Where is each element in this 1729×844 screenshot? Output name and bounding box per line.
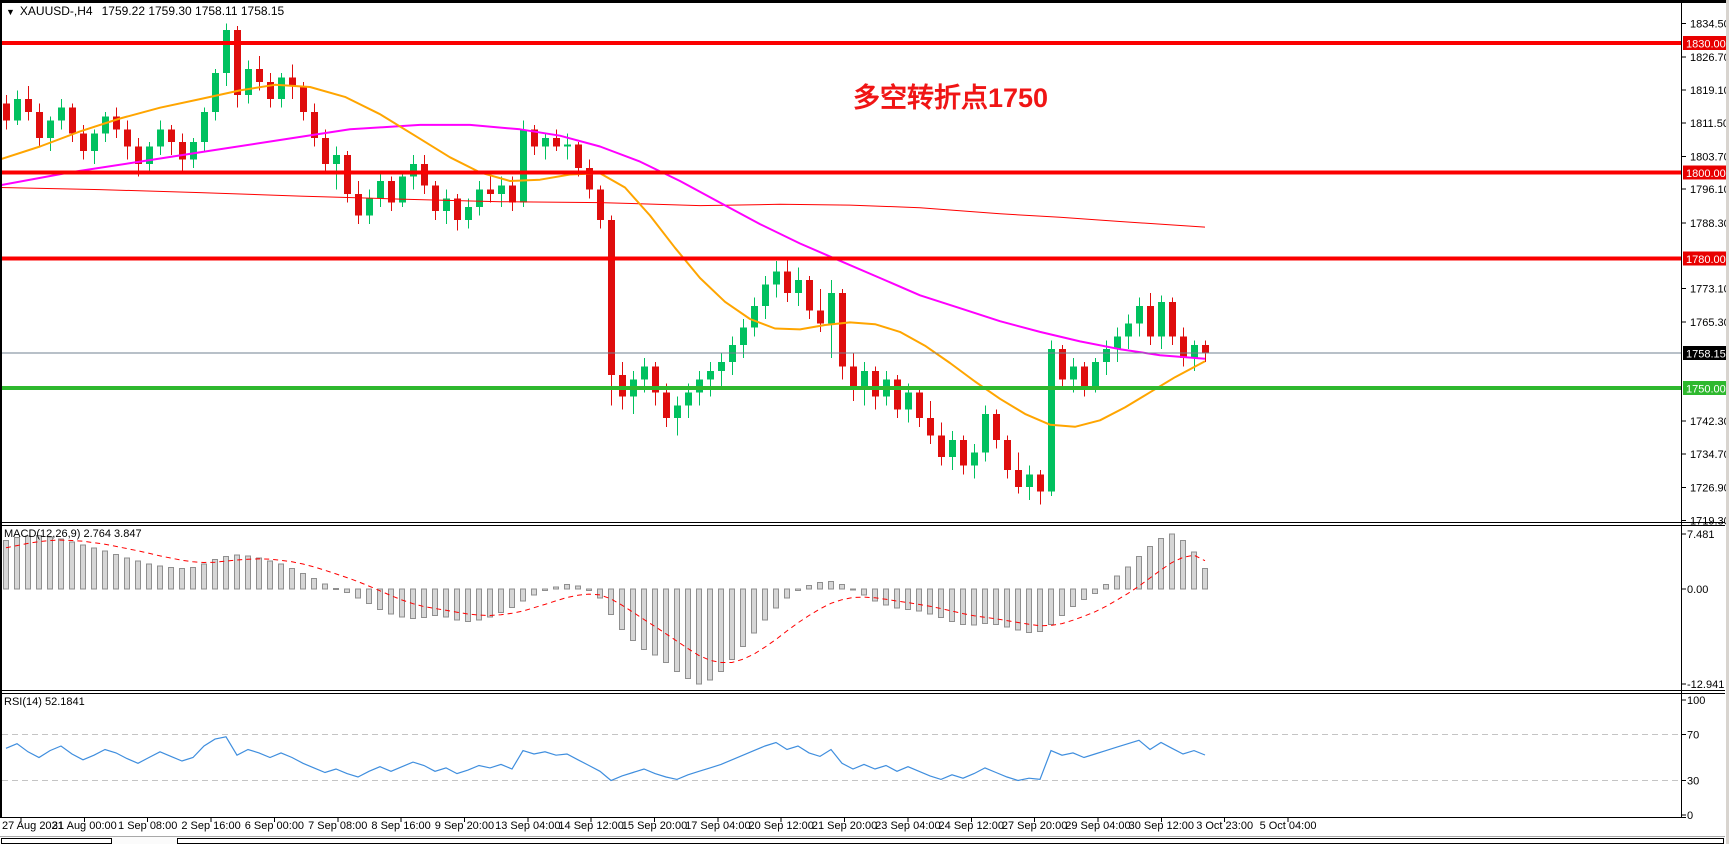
svg-text:1758.15: 1758.15 (1686, 348, 1726, 360)
candles (3, 23, 1209, 505)
svg-text:1811.50: 1811.50 (1690, 118, 1729, 130)
ma-orange-line (0, 83, 1206, 428)
svg-text:0: 0 (1687, 810, 1693, 822)
svg-text:1788.30: 1788.30 (1690, 218, 1729, 230)
svg-text:30: 30 (1687, 776, 1699, 788)
time-label: 2 Sep 16:00 (181, 820, 241, 832)
svg-text:-12.941: -12.941 (1687, 679, 1724, 691)
time-label: 17 Sep 04:00 (685, 820, 751, 832)
macd-indicator-label: MACD(12,26,9) 2.764 3.847 (4, 528, 142, 540)
time-label: 9 Sep 20:00 (434, 820, 495, 832)
horizontal-scrollbar[interactable] (0, 836, 1725, 844)
svg-text:1834.50: 1834.50 (1690, 19, 1729, 31)
ma-red-line (0, 187, 1206, 228)
svg-text:1780.00: 1780.00 (1686, 254, 1726, 266)
price-axis-ticks: 1834.50 1826.70 1819.10 1811.50 1803.70 1796.… (1681, 19, 1729, 527)
time-label: 21 Sep 20:00 (811, 820, 878, 832)
rsi-level-lines (2, 734, 1681, 781)
price-label-1758.15: 1758.15 (1683, 345, 1728, 360)
price-label-1750.00: 1750.00 (1683, 381, 1728, 396)
time-label: 6 Sep 00:00 (244, 820, 305, 832)
window-right-edge (1726, 0, 1729, 844)
price-label-1800.00: 1800.00 (1683, 165, 1728, 180)
price-label-1830.00: 1830.00 (1683, 36, 1728, 51)
rsi-line (5, 736, 1206, 782)
rsi-indicator-label: RSI(14) 52.1841 (4, 696, 85, 708)
scrollbar-left-segment[interactable] (1, 838, 112, 844)
svg-text:7.481: 7.481 (1687, 529, 1715, 541)
time-label: 13 Sep 04:00 (495, 820, 561, 832)
time-label: 1 Sep 08:00 (118, 820, 178, 832)
macd-signal-line (5, 539, 1206, 663)
time-label: 23 Sep 04:00 (875, 820, 941, 832)
time-label: 27 Aug 2021 (2, 820, 64, 832)
symbol-dropdown-arrow-icon[interactable]: ▼ (6, 7, 15, 17)
svg-text:70: 70 (1687, 730, 1699, 742)
time-label: 7 Sep 08:00 (308, 820, 368, 832)
macd-histogram (3, 533, 1208, 685)
price-label-1780.00: 1780.00 (1683, 251, 1728, 266)
time-label: 24 Sep 12:00 (938, 820, 1004, 832)
time-label: 3 Oct 23:00 (1196, 820, 1254, 832)
svg-text:100: 100 (1687, 695, 1705, 707)
time-axis-ticks (20, 818, 1289, 822)
ohlc-quote: 1759.22 1759.30 1758.11 1758.15 (101, 4, 285, 18)
symbol-timeframe-title: XAUUSD-,H4 (19, 4, 93, 18)
time-label: 27 Sep 20:00 (1001, 820, 1068, 832)
svg-text:1819.10: 1819.10 (1690, 85, 1729, 97)
chart-frame (0, 0, 1729, 818)
svg-text:1830.00: 1830.00 (1686, 39, 1726, 51)
svg-text:1742.30: 1742.30 (1690, 416, 1729, 428)
svg-text:1803.70: 1803.70 (1690, 151, 1729, 163)
svg-text:1726.90: 1726.90 (1690, 483, 1729, 495)
svg-text:0.00: 0.00 (1687, 584, 1708, 596)
time-label: 29 Sep 04:00 (1065, 820, 1131, 832)
svg-text:1800.00: 1800.00 (1686, 168, 1726, 180)
svg-text:1765.30: 1765.30 (1690, 317, 1729, 329)
time-label: 8 Sep 16:00 (371, 820, 431, 832)
time-label: 5 Oct 04:00 (1259, 820, 1317, 832)
svg-text:1750.00: 1750.00 (1686, 384, 1726, 396)
scrollbar-thumb[interactable] (177, 838, 1724, 844)
svg-text:1773.10: 1773.10 (1690, 283, 1729, 295)
svg-text:1796.10: 1796.10 (1690, 184, 1729, 196)
rsi-axis-ticks: 100 70 30 0 (1681, 695, 1705, 822)
time-label: 31 Aug 00:00 (51, 820, 117, 832)
time-label: 14 Sep 12:00 (558, 820, 624, 832)
macd-axis-ticks: 7.481 0.00 -12.941 (1681, 529, 1724, 691)
svg-text:1826.70: 1826.70 (1690, 52, 1729, 64)
svg-text:1719.30: 1719.30 (1690, 515, 1729, 527)
ma-magenta-line (0, 123, 1206, 360)
time-label: 20 Sep 12:00 (748, 820, 814, 832)
chart-header: ▼ XAUUSD-,H4 1759.22 1759.30 1758.11 1758.… (6, 4, 284, 18)
time-label: 30 Sep 12:00 (1128, 820, 1195, 832)
svg-text:1734.70: 1734.70 (1690, 449, 1729, 461)
time-axis: 27 Aug 2021 31 Aug 00:00 1 Sep 08:00 2 Sep … (0, 820, 1729, 835)
time-label: 15 Sep 20:00 (621, 820, 688, 832)
annotation-text: 多空转折点1750 (853, 83, 1049, 113)
